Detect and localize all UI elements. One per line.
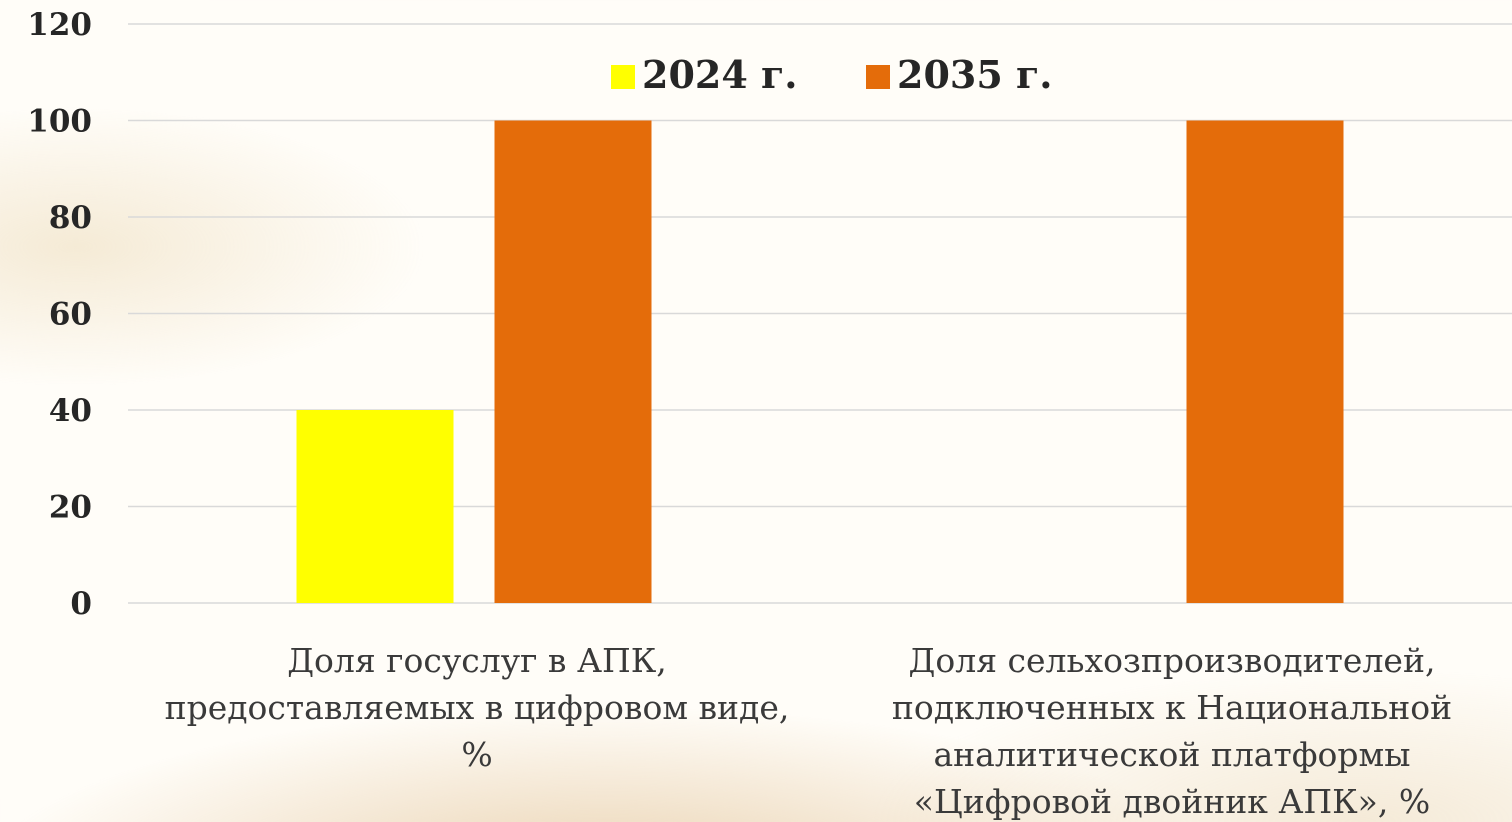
category-label-digital-services: Доля госуслуг в АПК, предоставляемых в ц…: [164, 641, 790, 774]
y-tick-label-40: 40: [49, 393, 92, 429]
legend-label-2035: 2035 г.: [897, 52, 1053, 97]
category-label-digital-twin-platform: Доля сельхозпроизводителей, подключенных…: [891, 641, 1453, 821]
y-tick-label-100: 100: [27, 104, 92, 140]
y-tick-label-80: 80: [49, 200, 92, 236]
legend-swatch-2024: [611, 65, 635, 89]
y-tick-label-0: 0: [70, 586, 92, 622]
y-tick-label-60: 60: [49, 297, 92, 333]
bar-2024г-category-1: [296, 410, 454, 603]
legend: 2024 г. 2035 г.: [611, 52, 1053, 97]
legend-swatch-2035: [866, 65, 890, 89]
legend-label-2024: 2024 г.: [642, 52, 798, 97]
bar-2035г-category-1: [494, 120, 652, 603]
bars: [296, 120, 1344, 603]
y-axis-tick-labels: 0 20 40 60 80 100 120: [27, 7, 92, 622]
y-tick-label-120: 120: [27, 7, 92, 43]
bar-2035г-category-2: [1186, 120, 1344, 603]
y-tick-label-20: 20: [49, 490, 92, 526]
